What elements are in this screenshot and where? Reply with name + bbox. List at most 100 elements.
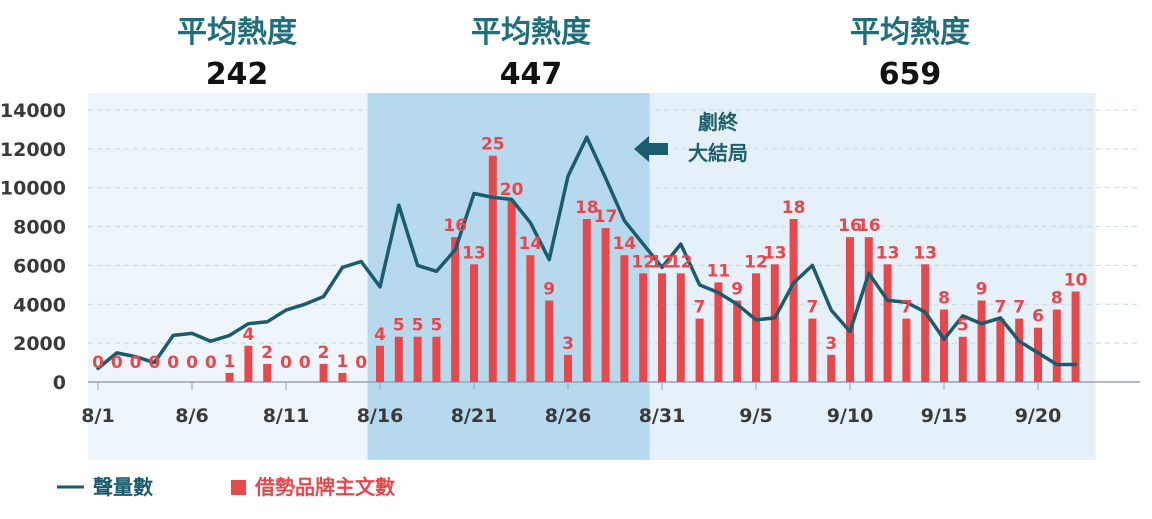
bar-data-label: 7 — [1013, 298, 1025, 318]
x-tick-label: 8/11 — [263, 405, 310, 427]
bar-data-label: 7 — [900, 298, 912, 318]
bar-data-label: 12 — [631, 252, 655, 272]
volume-series-line — [96, 135, 1078, 371]
bar-data-label: 9 — [731, 280, 743, 300]
y-tick-label: 8000 — [13, 217, 66, 239]
bar-data-label: 7 — [994, 298, 1006, 318]
bar — [827, 354, 836, 382]
bar — [921, 264, 930, 382]
bar-data-label: 5 — [957, 316, 969, 336]
period-2-heading: 平均熱度 — [471, 15, 591, 50]
bar — [432, 336, 441, 382]
period-3-heading: 平均熱度 — [850, 15, 970, 50]
bar — [582, 219, 591, 382]
bar-data-label: 11 — [707, 261, 731, 281]
bar — [977, 300, 986, 382]
bar — [864, 237, 873, 382]
bar — [789, 219, 798, 382]
volume-line — [96, 135, 1078, 371]
period-2-value: 447 — [500, 57, 563, 92]
x-tick-label: 9/10 — [827, 405, 874, 427]
bar-data-label: 13 — [876, 243, 900, 263]
period-1-background — [88, 93, 374, 460]
bar-data-label: 18 — [575, 198, 599, 218]
bar — [940, 309, 948, 382]
bar — [338, 372, 347, 382]
bar-data-label: 9 — [543, 280, 555, 300]
bar — [244, 345, 253, 382]
bar — [620, 255, 629, 382]
x-tick-label: 9/5 — [739, 405, 772, 427]
bar-data-label: 16 — [857, 216, 881, 236]
bar-data-label: 12 — [744, 252, 768, 272]
bar — [1015, 318, 1024, 382]
bar-data-label: 0 — [92, 353, 104, 373]
bar — [263, 363, 272, 382]
bar-data-label: 12 — [669, 252, 693, 272]
y-tick-label: 6000 — [13, 255, 66, 277]
y-tick-label: 4000 — [13, 294, 66, 316]
period-3-value: 659 — [879, 57, 942, 92]
bar-data-label: 5 — [430, 316, 442, 336]
bar-data-label: 13 — [763, 243, 787, 263]
x-tick-label: 9/20 — [1015, 405, 1062, 427]
bar — [958, 336, 967, 382]
bar — [507, 200, 516, 382]
bar-data-label: 0 — [280, 353, 292, 373]
bar-data-label: 2 — [318, 343, 330, 363]
bar — [526, 255, 535, 382]
x-tick-label: 8/1 — [81, 405, 114, 427]
y-tick-label: 14000 — [0, 100, 66, 122]
bar — [225, 372, 234, 382]
x-axis-ticks: 8/1 8/6 8/11 8/16 8/21 8/26 8/31 9/5 9/10 9/15 9/2… — [81, 382, 1061, 427]
bar-data-label: 0 — [355, 353, 367, 373]
bar-data-label: 16 — [443, 216, 467, 236]
bar-data-label: 0 — [186, 353, 198, 373]
bar-data-label: 12 — [650, 252, 674, 272]
y-tick-label: 12000 — [0, 139, 66, 161]
bar — [733, 300, 742, 382]
bar — [639, 273, 648, 382]
annotation-line-1: 劇終 — [698, 110, 739, 134]
bar-data-label: 4 — [374, 325, 386, 345]
x-tick-label: 8/21 — [451, 405, 498, 427]
bar-data-label: 25 — [481, 135, 505, 155]
bar — [902, 318, 911, 382]
bar — [601, 228, 610, 382]
bar — [695, 318, 704, 382]
bar-data-label: 3 — [562, 334, 574, 354]
x-tick-label: 8/16 — [357, 405, 404, 427]
bar — [488, 155, 497, 382]
bar-data-label: 6 — [1032, 307, 1044, 327]
bar — [545, 300, 554, 382]
bar-data-label: 8 — [938, 289, 950, 309]
bar-data-label: 3 — [825, 334, 837, 354]
legend-bar-label: 借勢品牌主文數 — [254, 475, 395, 499]
bar-data-label: 14 — [613, 234, 637, 254]
x-tick-label: 8/31 — [639, 405, 686, 427]
bar — [451, 237, 460, 382]
bar — [658, 273, 666, 382]
period-1-heading: 平均熱度 — [177, 15, 297, 50]
bar — [376, 345, 384, 382]
bar — [996, 318, 1005, 382]
bar-data-label: 4 — [242, 325, 254, 345]
bar-data-label: 2 — [261, 343, 273, 363]
bar — [883, 264, 892, 382]
bar — [394, 336, 403, 382]
bar-data-label: 1 — [224, 352, 236, 372]
x-tick-label: 8/6 — [175, 405, 208, 427]
bar-data-label: 1 — [336, 352, 348, 372]
bar-data-label: 17 — [594, 207, 618, 227]
y-tick-label: 0 — [53, 372, 66, 394]
bar-data-label: 5 — [393, 316, 405, 336]
bar-data-label: 10 — [1064, 270, 1088, 290]
bar-data-label: 14 — [519, 234, 543, 254]
y-tick-label: 10000 — [0, 178, 66, 200]
bar-data-label: 9 — [976, 280, 988, 300]
y-tick-label: 2000 — [13, 333, 66, 355]
bar — [714, 282, 723, 382]
y-axis-ticks: 0 2000 4000 6000 8000 10000 12000 14000 — [0, 100, 66, 394]
bar — [319, 363, 328, 382]
